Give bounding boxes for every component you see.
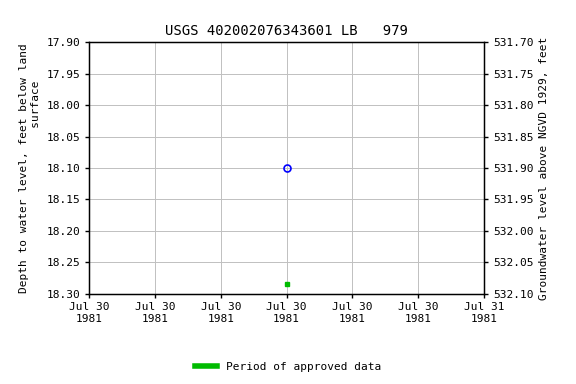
Y-axis label: Depth to water level, feet below land
                   surface: Depth to water level, feet below land su…	[20, 43, 41, 293]
Legend: Period of approved data: Period of approved data	[191, 358, 385, 377]
Title: USGS 402002076343601 LB   979: USGS 402002076343601 LB 979	[165, 24, 408, 38]
Y-axis label: Groundwater level above NGVD 1929, feet: Groundwater level above NGVD 1929, feet	[539, 36, 549, 300]
